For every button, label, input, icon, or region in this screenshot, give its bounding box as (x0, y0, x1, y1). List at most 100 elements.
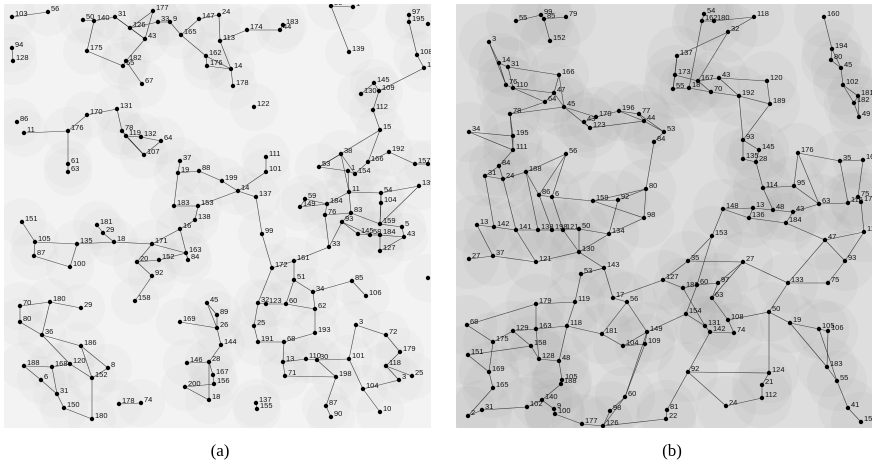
coverage-disc (24, 4, 72, 36)
graph-edge (847, 407, 862, 423)
node-label: 179 (539, 296, 552, 305)
node-label: 31 (488, 168, 496, 177)
graph-edge (125, 135, 145, 156)
graph-node (367, 232, 373, 238)
graph-node (587, 125, 593, 131)
graph-edge (687, 331, 711, 373)
graph-node (561, 104, 567, 110)
graph-edge (711, 282, 719, 299)
graph-node (177, 226, 183, 232)
graph-edge (253, 325, 259, 343)
graph-node (825, 280, 831, 286)
node-label: 86 (542, 187, 550, 196)
node-label: 196 (622, 103, 635, 112)
edge-group (11, 5, 428, 420)
node-label: 177 (585, 416, 598, 425)
node-label: 181 (605, 326, 618, 335)
graph-edge (125, 38, 146, 62)
graph-edge (198, 170, 223, 182)
graph-node (61, 405, 67, 411)
graph-edge (748, 217, 787, 224)
node-label: 181 (861, 88, 872, 97)
graph-node (49, 364, 55, 370)
graph-edge (762, 185, 795, 189)
graph-edge (169, 21, 182, 36)
graph-node (230, 83, 236, 89)
coverage-disc (511, 4, 571, 45)
graph-node (683, 311, 689, 317)
node-label: 13 (756, 200, 764, 209)
node-label: 139 (422, 178, 431, 187)
graph-node (563, 151, 569, 157)
node-label: 198 (555, 222, 568, 231)
graph-node (581, 119, 587, 125)
graph-node (524, 404, 530, 410)
graph-node (641, 118, 647, 124)
graph-edge (173, 172, 179, 207)
graph-edge (69, 243, 78, 268)
graph-node (670, 86, 676, 92)
graph-node (549, 227, 555, 233)
graph-node (513, 227, 519, 233)
node-label: 102 (530, 399, 543, 408)
node-label: 182 (129, 53, 142, 62)
graph-node (21, 363, 27, 369)
node-label: 49 (862, 109, 870, 118)
node-label: 55 (519, 13, 527, 22)
graph-edge (622, 331, 648, 347)
node-label: 102 (846, 77, 859, 86)
coverage-disc (674, 4, 734, 44)
node-label: 193 (318, 325, 331, 334)
node-label: 128 (542, 351, 555, 360)
graph-node (244, 27, 250, 33)
node-label: 109 (382, 83, 395, 92)
graph-node (624, 299, 630, 305)
node-label: 183 (177, 198, 190, 207)
graph-edge (526, 399, 543, 408)
coverage-disc (580, 381, 640, 428)
graph-node (89, 375, 95, 381)
node-label: 87 (329, 398, 337, 407)
graph-edge (563, 106, 597, 118)
graph-edge (467, 354, 490, 373)
node-label: 175 (90, 43, 103, 52)
node-label: 145 (361, 226, 374, 235)
graph-edge (525, 153, 567, 173)
node-label: 195 (516, 128, 529, 137)
graph-node (496, 60, 502, 66)
node-label: 152 (553, 33, 566, 42)
graph-edge (551, 196, 564, 231)
graph-edge (697, 80, 712, 93)
graph-edge (826, 366, 838, 382)
graph-node (105, 365, 111, 371)
graph-edge (696, 235, 713, 286)
node-label: 33 (332, 239, 340, 248)
graph-edge (293, 246, 330, 262)
graph-node (324, 201, 330, 207)
graph-node (564, 323, 570, 329)
node-label: 199 (225, 173, 238, 182)
node-label: 135 (746, 151, 759, 160)
node-label: 60 (628, 389, 636, 398)
coverage-disc (794, 4, 854, 47)
graph-node (725, 29, 731, 35)
node-label: 169 (492, 364, 505, 373)
graph-edge (742, 261, 789, 284)
graph-edge (687, 371, 727, 407)
node-label: 161 (297, 253, 310, 262)
graph-node (67, 361, 73, 367)
graph-edge (713, 16, 755, 22)
graph-edge (367, 129, 381, 163)
node-label: 100 (558, 406, 571, 415)
graph-edge (86, 108, 118, 116)
graph-edge (271, 260, 295, 269)
graph-node (218, 342, 224, 348)
graph-edge (553, 92, 565, 108)
graph-edge (116, 108, 123, 132)
coverage-disc (829, 87, 872, 147)
node-label: 76 (509, 77, 517, 86)
node-label: 76 (328, 207, 336, 216)
graph-edge (554, 413, 583, 425)
graph-node (182, 384, 188, 390)
node-label: 162 (705, 13, 718, 22)
